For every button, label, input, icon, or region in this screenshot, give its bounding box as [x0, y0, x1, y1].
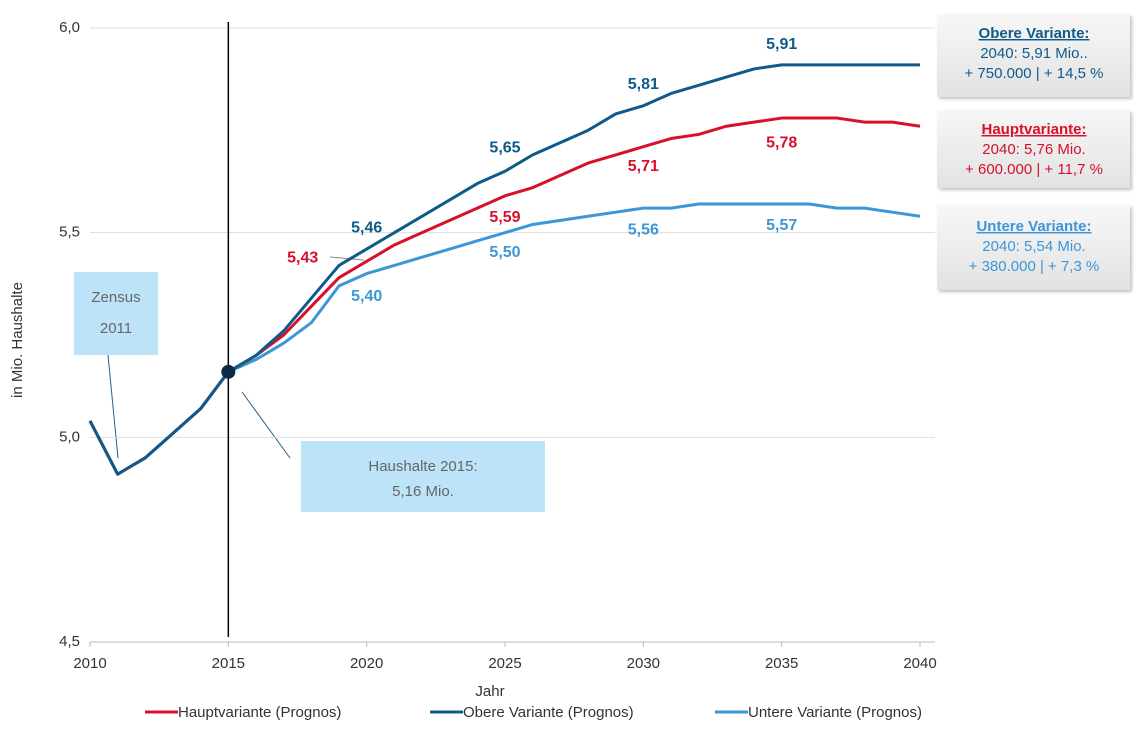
data-label: 5,59	[489, 209, 520, 226]
annotation-text: 5,16 Mio.	[392, 483, 454, 500]
data-label: 5,78	[766, 134, 797, 151]
data-label: 5,71	[628, 158, 659, 175]
annotation-text: Haushalte 2015:	[368, 458, 477, 475]
y-tick-label: 6,0	[59, 19, 80, 36]
annotation-text: Zensus	[91, 289, 140, 306]
annotation-text: + 750.000 | + 14,5 %	[964, 65, 1103, 82]
annotation-box	[937, 110, 1130, 188]
annotation-box	[301, 441, 545, 512]
y-axis-label: in Mio. Haushalte	[9, 282, 26, 398]
data-label: 5,46	[351, 219, 382, 236]
legend-label: Obere Variante (Prognos)	[463, 704, 634, 721]
highlight-point	[221, 364, 236, 379]
annotation-text: + 380.000 | + 7,3 %	[969, 258, 1100, 275]
y-tick-label: 5,5	[59, 224, 80, 241]
x-tick-label: 2025	[488, 655, 521, 672]
data-label: 5,56	[628, 221, 659, 238]
line-series	[88, 63, 920, 476]
data-label: 5,81	[628, 76, 659, 93]
data-label: 5,43	[287, 250, 318, 267]
annotation-title: Untere Variante:	[976, 218, 1091, 235]
y-tick-label: 5,0	[59, 428, 80, 445]
legend-label: Hauptvariante (Prognos)	[178, 704, 341, 721]
x-tick-label: 2015	[212, 655, 245, 672]
annotation-text: 2040: 5,54 Mio.	[982, 238, 1085, 255]
legend-label: Untere Variante (Prognos)	[748, 704, 922, 721]
x-axis-label: Jahr	[475, 683, 504, 700]
y-tick-label: 4,5	[59, 633, 80, 650]
annotation-box	[74, 272, 158, 355]
leader-line	[329, 256, 365, 261]
x-tick-label: 2040	[903, 655, 936, 672]
data-label: 5,57	[766, 217, 797, 234]
annotation-box	[937, 205, 1130, 290]
leader-line	[241, 391, 291, 459]
leader-line	[107, 354, 119, 459]
data-label: 5,40	[351, 288, 382, 305]
annotation-text: 2011	[100, 320, 132, 337]
data-label: 5,50	[489, 244, 520, 261]
data-label: 5,65	[489, 139, 520, 156]
annotation-text: + 600.000 | + 11,7 %	[965, 161, 1103, 178]
annotation-text: 2040: 5,91 Mio..	[980, 45, 1088, 62]
annotation-text: 2040: 5,76 Mio.	[982, 141, 1085, 158]
annotation-box	[937, 14, 1130, 97]
annotation-title: Obere Variante:	[979, 25, 1090, 42]
x-tick-label: 2030	[627, 655, 660, 672]
annotation-title: Hauptvariante:	[981, 121, 1086, 138]
x-tick-label: 2035	[765, 655, 798, 672]
x-tick-label: 2020	[350, 655, 383, 672]
data-label: 5,91	[766, 36, 797, 53]
x-tick-label: 2010	[73, 655, 106, 672]
